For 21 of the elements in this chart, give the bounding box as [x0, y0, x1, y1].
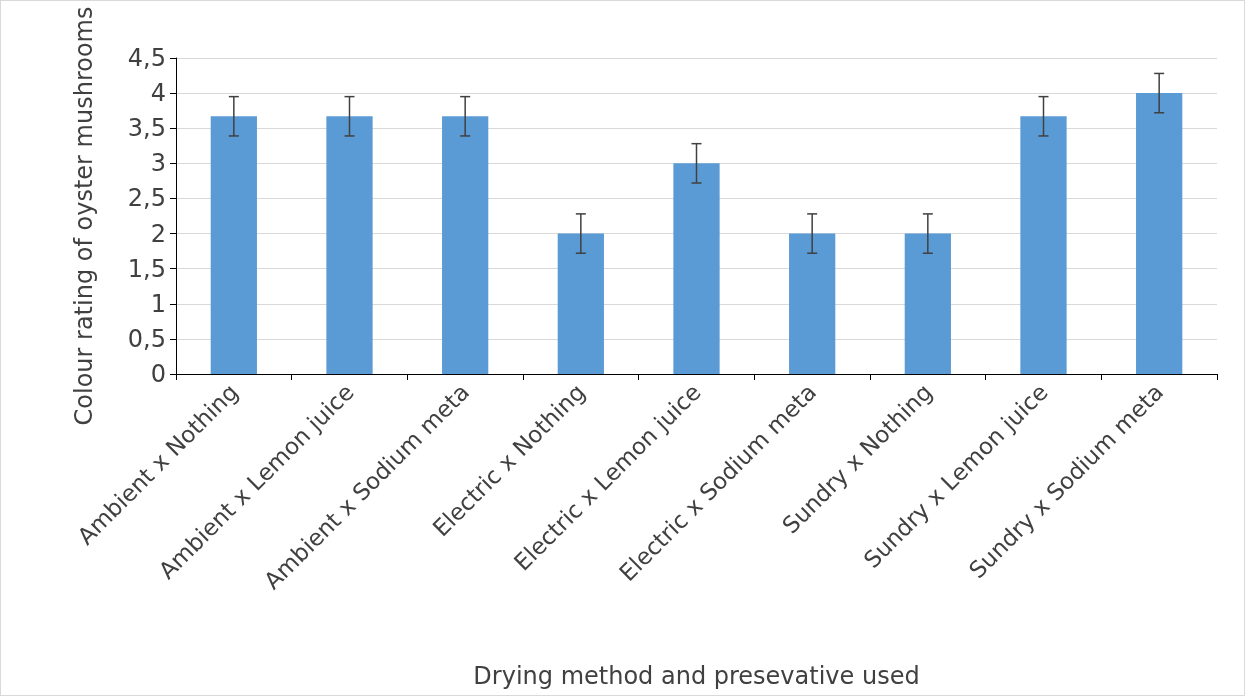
- y-tick-label: 4: [150, 79, 166, 108]
- y-tick-label: 0,5: [127, 324, 166, 353]
- bar: [442, 116, 489, 374]
- bar: [1020, 116, 1067, 374]
- bar: [210, 116, 257, 374]
- y-tick-label: 4,5: [127, 44, 166, 72]
- y-tick-label: 1: [150, 289, 166, 318]
- x-axis-title: Drying method and presevative used: [473, 662, 920, 690]
- bar: [789, 233, 836, 374]
- y-tick-label: 1,5: [127, 254, 166, 283]
- y-tick-label: 0: [150, 360, 166, 388]
- y-tick-label: 2,5: [127, 184, 166, 213]
- bar: [1136, 93, 1183, 374]
- y-tick-label: 3: [150, 149, 166, 178]
- bar: [673, 163, 720, 374]
- y-tick-label: 2: [150, 219, 166, 248]
- y-tick-label: 3,5: [127, 114, 166, 143]
- y-axis-title: Colour rating of oyster mushrooms: [70, 6, 98, 426]
- bar: [326, 116, 373, 374]
- bar: [904, 233, 951, 374]
- bar: [557, 233, 604, 374]
